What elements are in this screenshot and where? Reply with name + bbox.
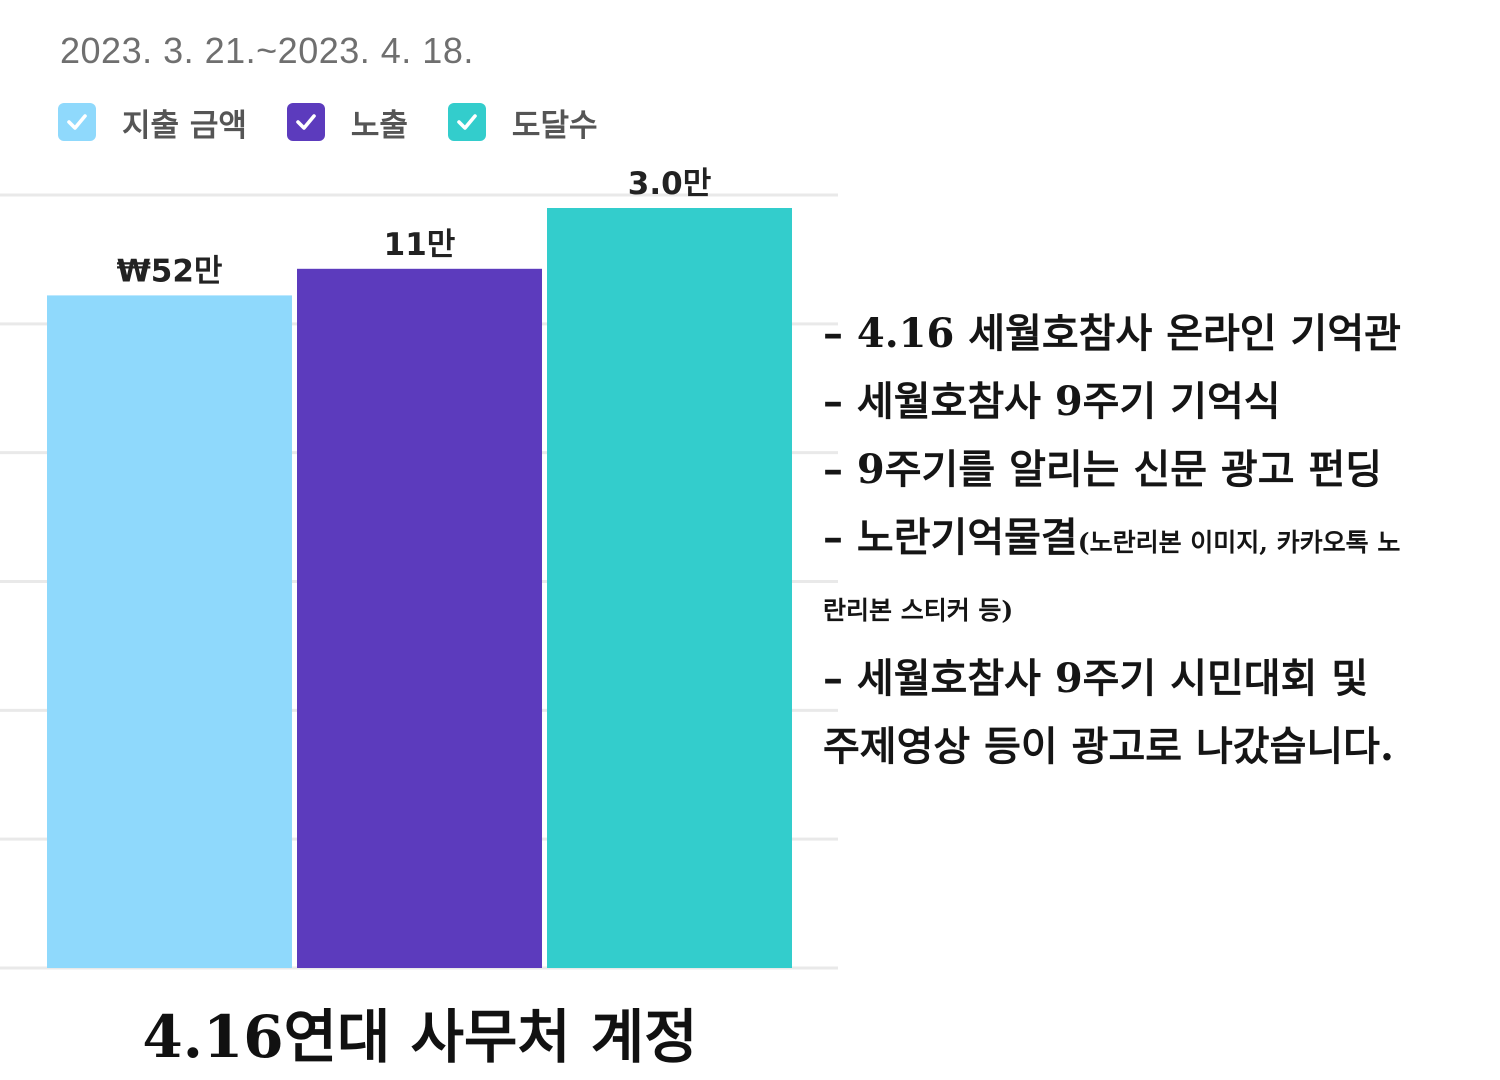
chart-bars bbox=[47, 208, 792, 968]
bar-value-label: 11만 bbox=[384, 227, 456, 263]
note-line: – 세월호참사 9주기 시민대회 및 bbox=[823, 655, 1369, 702]
bar-1[interactable] bbox=[47, 295, 292, 968]
bar-value-label: 3.0만 bbox=[628, 166, 711, 202]
bar-value-label: ₩52만 bbox=[117, 253, 223, 289]
bar-2[interactable] bbox=[297, 268, 542, 968]
chart-value-labels: ₩52만 11만 3.0만 bbox=[117, 166, 712, 289]
chart-legend: 지출 금액 노출 도달수 bbox=[58, 100, 637, 144]
bar-3[interactable] bbox=[547, 208, 792, 968]
legend-item-impressions[interactable]: 노출 bbox=[286, 100, 408, 145]
bar-chart: ₩52만 11만 3.0만 bbox=[0, 166, 838, 970]
chart-title: 4.16연대 사무처 계정 bbox=[142, 1003, 698, 1071]
note-line: 주제영상 등이 광고로 나갔습니다. bbox=[823, 723, 1394, 770]
note-line-main: – 노란기억물결 bbox=[823, 514, 1078, 561]
campaign-notes: – 4.16 세월호참사 온라인 기억관 – 세월호참사 9주기 기억식 – 9… bbox=[823, 300, 1493, 781]
note-line-detail: (노란리본 이미지, 카카오톡 노 bbox=[1077, 528, 1401, 557]
legend-item-reach[interactable]: 도달수 bbox=[447, 100, 598, 145]
legend-label: 노출 bbox=[350, 107, 408, 144]
checkbox-checked-icon[interactable] bbox=[286, 103, 325, 141]
checkbox-checked-icon[interactable] bbox=[58, 103, 96, 141]
date-range: 2023. 3. 21.~2023. 4. 18. bbox=[60, 30, 474, 71]
legend-label: 지출 금액 bbox=[122, 107, 247, 144]
note-line: – 세월호참사 9주기 기억식 bbox=[823, 378, 1281, 425]
legend-label: 도달수 bbox=[511, 107, 598, 144]
note-line: – 노란기억물결(노란리본 이미지, 카카오톡 노 bbox=[823, 504, 1493, 577]
note-line: – 4.16 세월호참사 온라인 기억관 bbox=[823, 310, 1401, 357]
checkbox-checked-icon[interactable] bbox=[447, 103, 486, 141]
legend-item-spend[interactable]: 지출 금액 bbox=[58, 100, 247, 145]
note-line-continued: 란리본 스티커 등) bbox=[823, 596, 1014, 625]
note-line: – 9주기를 알리는 신문 광고 펀딩 bbox=[823, 446, 1383, 493]
